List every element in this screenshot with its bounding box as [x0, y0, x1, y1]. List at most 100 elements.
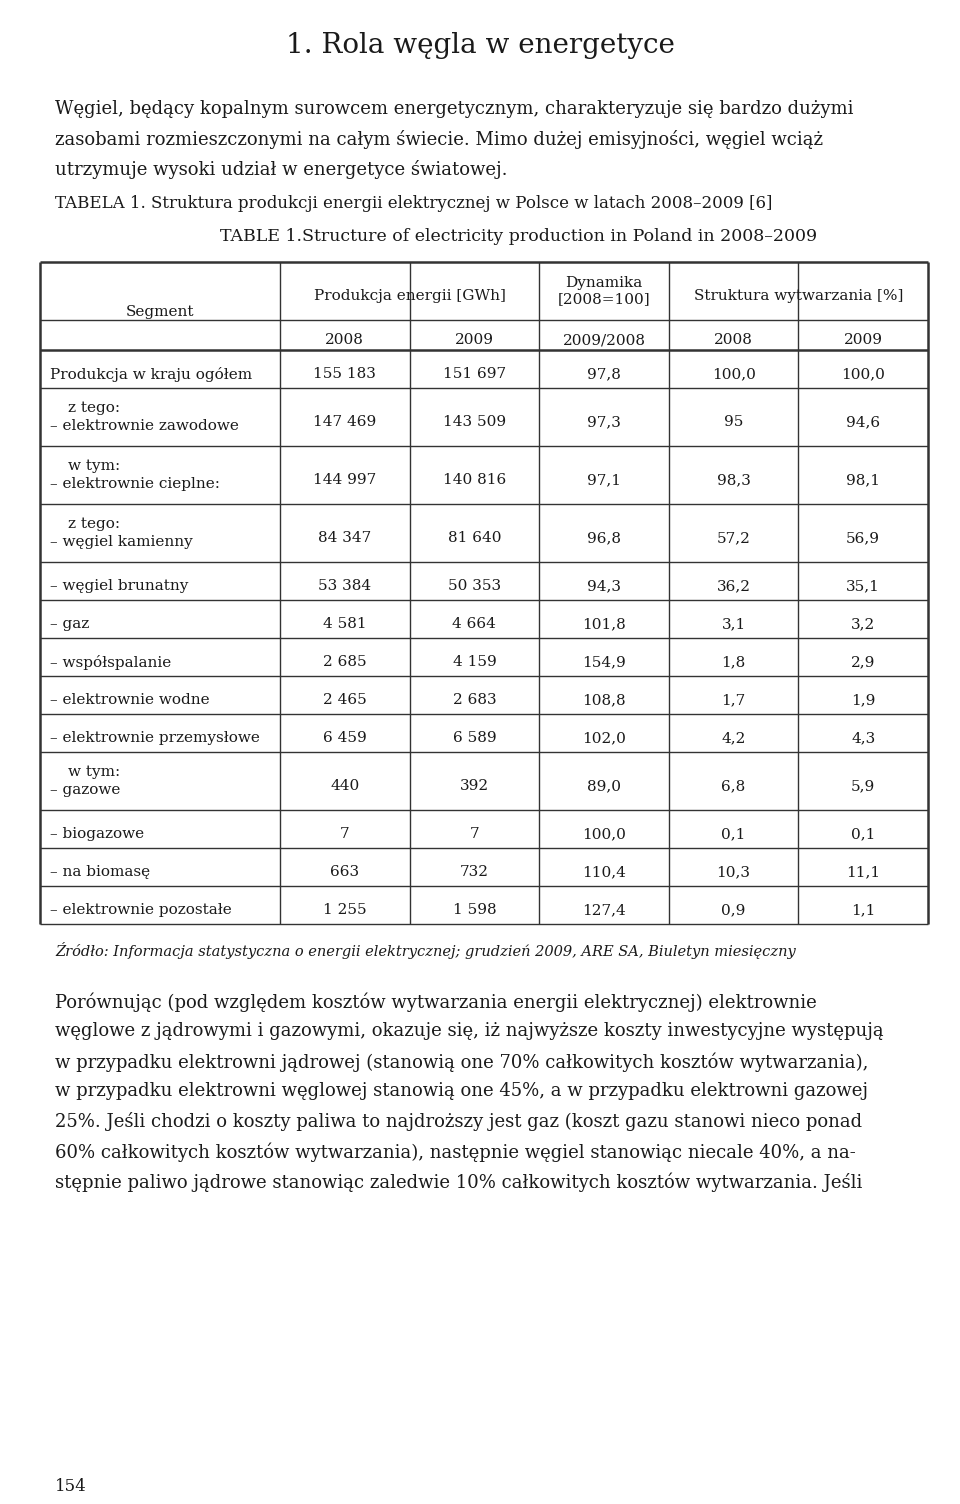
Text: 6 589: 6 589: [452, 731, 496, 744]
Text: – elektrownie cieplne:: – elektrownie cieplne:: [50, 477, 220, 490]
Text: 1,1: 1,1: [851, 902, 876, 917]
Text: 97,1: 97,1: [587, 472, 621, 487]
Text: 97,3: 97,3: [588, 415, 621, 429]
Text: 7: 7: [340, 827, 349, 841]
Text: 100,0: 100,0: [841, 367, 885, 381]
Text: 0,9: 0,9: [721, 902, 746, 917]
Text: Struktura wytwarzania [%]: Struktura wytwarzania [%]: [694, 289, 903, 302]
Text: 2009: 2009: [844, 332, 882, 347]
Text: utrzymuje wysoki udział w energetyce światowej.: utrzymuje wysoki udział w energetyce świ…: [55, 159, 508, 179]
Text: 2 685: 2 685: [323, 656, 367, 669]
Text: – gaz: – gaz: [50, 617, 89, 632]
Text: – elektrownie zawodowe: – elektrownie zawodowe: [50, 420, 239, 433]
Text: Dynamika: Dynamika: [565, 277, 642, 290]
Text: – współspalanie: – współspalanie: [50, 654, 171, 669]
Text: – na biomasę: – na biomasę: [50, 865, 150, 878]
Text: 95: 95: [724, 415, 743, 429]
Text: 144 997: 144 997: [313, 472, 376, 487]
Text: 50 353: 50 353: [447, 579, 501, 593]
Text: 2009/2008: 2009/2008: [563, 332, 645, 347]
Text: 1,8: 1,8: [722, 656, 746, 669]
Text: 110,4: 110,4: [582, 865, 626, 878]
Text: w przypadku elektrowni jądrowej (stanowią one 70% całkowitych kosztów wytwarzani: w przypadku elektrowni jądrowej (stanowi…: [55, 1051, 869, 1071]
Text: 2 465: 2 465: [323, 693, 367, 707]
Text: 151 697: 151 697: [443, 367, 506, 381]
Text: 98,3: 98,3: [717, 472, 751, 487]
Text: 56,9: 56,9: [846, 531, 880, 544]
Text: 4 581: 4 581: [323, 617, 367, 632]
Text: 1. Rola węgla w energetyce: 1. Rola węgla w energetyce: [285, 32, 675, 59]
Text: 732: 732: [460, 865, 489, 878]
Text: 81 640: 81 640: [447, 531, 501, 544]
Text: – gazowe: – gazowe: [50, 784, 120, 797]
Text: 6 459: 6 459: [323, 731, 367, 744]
Text: 440: 440: [330, 779, 359, 793]
Text: – elektrownie wodne: – elektrownie wodne: [50, 693, 209, 707]
Text: w tym:: w tym:: [68, 459, 120, 472]
Text: 96,8: 96,8: [587, 531, 621, 544]
Text: w przypadku elektrowni węglowej stanowią one 45%, a w przypadku elektrowni gazow: w przypadku elektrowni węglowej stanowią…: [55, 1081, 868, 1099]
Text: 94,3: 94,3: [587, 579, 621, 593]
Text: z tego:: z tego:: [68, 402, 120, 415]
Text: 4,2: 4,2: [721, 731, 746, 744]
Text: 5,9: 5,9: [852, 779, 876, 793]
Text: 392: 392: [460, 779, 489, 793]
Text: 11,1: 11,1: [846, 865, 880, 878]
Text: TABLE 1.Structure of electricity production in Poland in 2008–2009: TABLE 1.Structure of electricity product…: [220, 229, 817, 245]
Text: 10,3: 10,3: [716, 865, 751, 878]
Text: Węgiel, będący kopalnym surowcem energetycznym, charakteryzuje się bardzo dużymi: Węgiel, będący kopalnym surowcem energet…: [55, 99, 853, 117]
Text: 35,1: 35,1: [847, 579, 880, 593]
Text: 0,1: 0,1: [721, 827, 746, 841]
Text: 154,9: 154,9: [582, 656, 626, 669]
Text: – węgiel kamienny: – węgiel kamienny: [50, 535, 193, 549]
Text: zasobami rozmieszczonymi na całym świecie. Mimo dużej emisyjności, węgiel wciąż: zasobami rozmieszczonymi na całym świeci…: [55, 129, 823, 149]
Text: 7: 7: [469, 827, 479, 841]
Text: Segment: Segment: [126, 305, 194, 319]
Text: 155 183: 155 183: [313, 367, 376, 381]
Text: 36,2: 36,2: [716, 579, 751, 593]
Text: 100,0: 100,0: [582, 827, 626, 841]
Text: 89,0: 89,0: [587, 779, 621, 793]
Text: 140 816: 140 816: [443, 472, 506, 487]
Text: 127,4: 127,4: [582, 902, 626, 917]
Text: 98,1: 98,1: [846, 472, 880, 487]
Text: – węgiel brunatny: – węgiel brunatny: [50, 579, 188, 593]
Text: 2008: 2008: [325, 332, 364, 347]
Text: 3,1: 3,1: [722, 617, 746, 632]
Text: 84 347: 84 347: [318, 531, 372, 544]
Text: z tego:: z tego:: [68, 517, 120, 531]
Text: 2 683: 2 683: [452, 693, 496, 707]
Text: 1,7: 1,7: [722, 693, 746, 707]
Text: 147 469: 147 469: [313, 415, 376, 429]
Text: w tym:: w tym:: [68, 766, 120, 779]
Text: 2,9: 2,9: [851, 656, 876, 669]
Text: 4 159: 4 159: [452, 656, 496, 669]
Text: 4,3: 4,3: [852, 731, 876, 744]
Text: 0,1: 0,1: [851, 827, 876, 841]
Text: Źródło: Informacja statystyczna o energii elektrycznej; grudzień 2009, ARE SA, B: Źródło: Informacja statystyczna o energi…: [55, 942, 796, 960]
Text: 2008: 2008: [714, 332, 753, 347]
Text: 3,2: 3,2: [852, 617, 876, 632]
Text: 1 598: 1 598: [452, 902, 496, 917]
Text: węglowe z jądrowymi i gazowymi, okazuje się, iż najwyższe koszty inwestycyjne wy: węglowe z jądrowymi i gazowymi, okazuje …: [55, 1023, 883, 1039]
Text: 60% całkowitych kosztów wytwarzania), następnie węgiel stanowiąc niecale 40%, a : 60% całkowitych kosztów wytwarzania), na…: [55, 1142, 855, 1161]
Text: Produkcja energii [GWh]: Produkcja energii [GWh]: [314, 289, 506, 302]
Text: 94,6: 94,6: [846, 415, 880, 429]
Text: 102,0: 102,0: [582, 731, 626, 744]
Text: stępnie paliwo jądrowe stanowiąc zaledwie 10% całkowitych kosztów wytwarzania. J: stępnie paliwo jądrowe stanowiąc zaledwi…: [55, 1172, 862, 1191]
Text: 1,9: 1,9: [851, 693, 876, 707]
Text: [2008=100]: [2008=100]: [558, 292, 650, 305]
Text: 154: 154: [55, 1478, 86, 1495]
Text: 2009: 2009: [455, 332, 493, 347]
Text: Porównując (pod względem kosztów wytwarzania energii elektrycznej) elektrownie: Porównując (pod względem kosztów wytwarz…: [55, 993, 817, 1012]
Text: – elektrownie pozostałe: – elektrownie pozostałe: [50, 902, 231, 917]
Text: TABELA 1. Struktura produkcji energii elektrycznej w Polsce w latach 2008–2009 [: TABELA 1. Struktura produkcji energii el…: [55, 196, 773, 212]
Text: 663: 663: [330, 865, 359, 878]
Text: – biogazowe: – biogazowe: [50, 827, 144, 841]
Text: 108,8: 108,8: [582, 693, 626, 707]
Text: 53 384: 53 384: [318, 579, 372, 593]
Text: 100,0: 100,0: [711, 367, 756, 381]
Text: 101,8: 101,8: [582, 617, 626, 632]
Text: 1 255: 1 255: [323, 902, 367, 917]
Text: 143 509: 143 509: [443, 415, 506, 429]
